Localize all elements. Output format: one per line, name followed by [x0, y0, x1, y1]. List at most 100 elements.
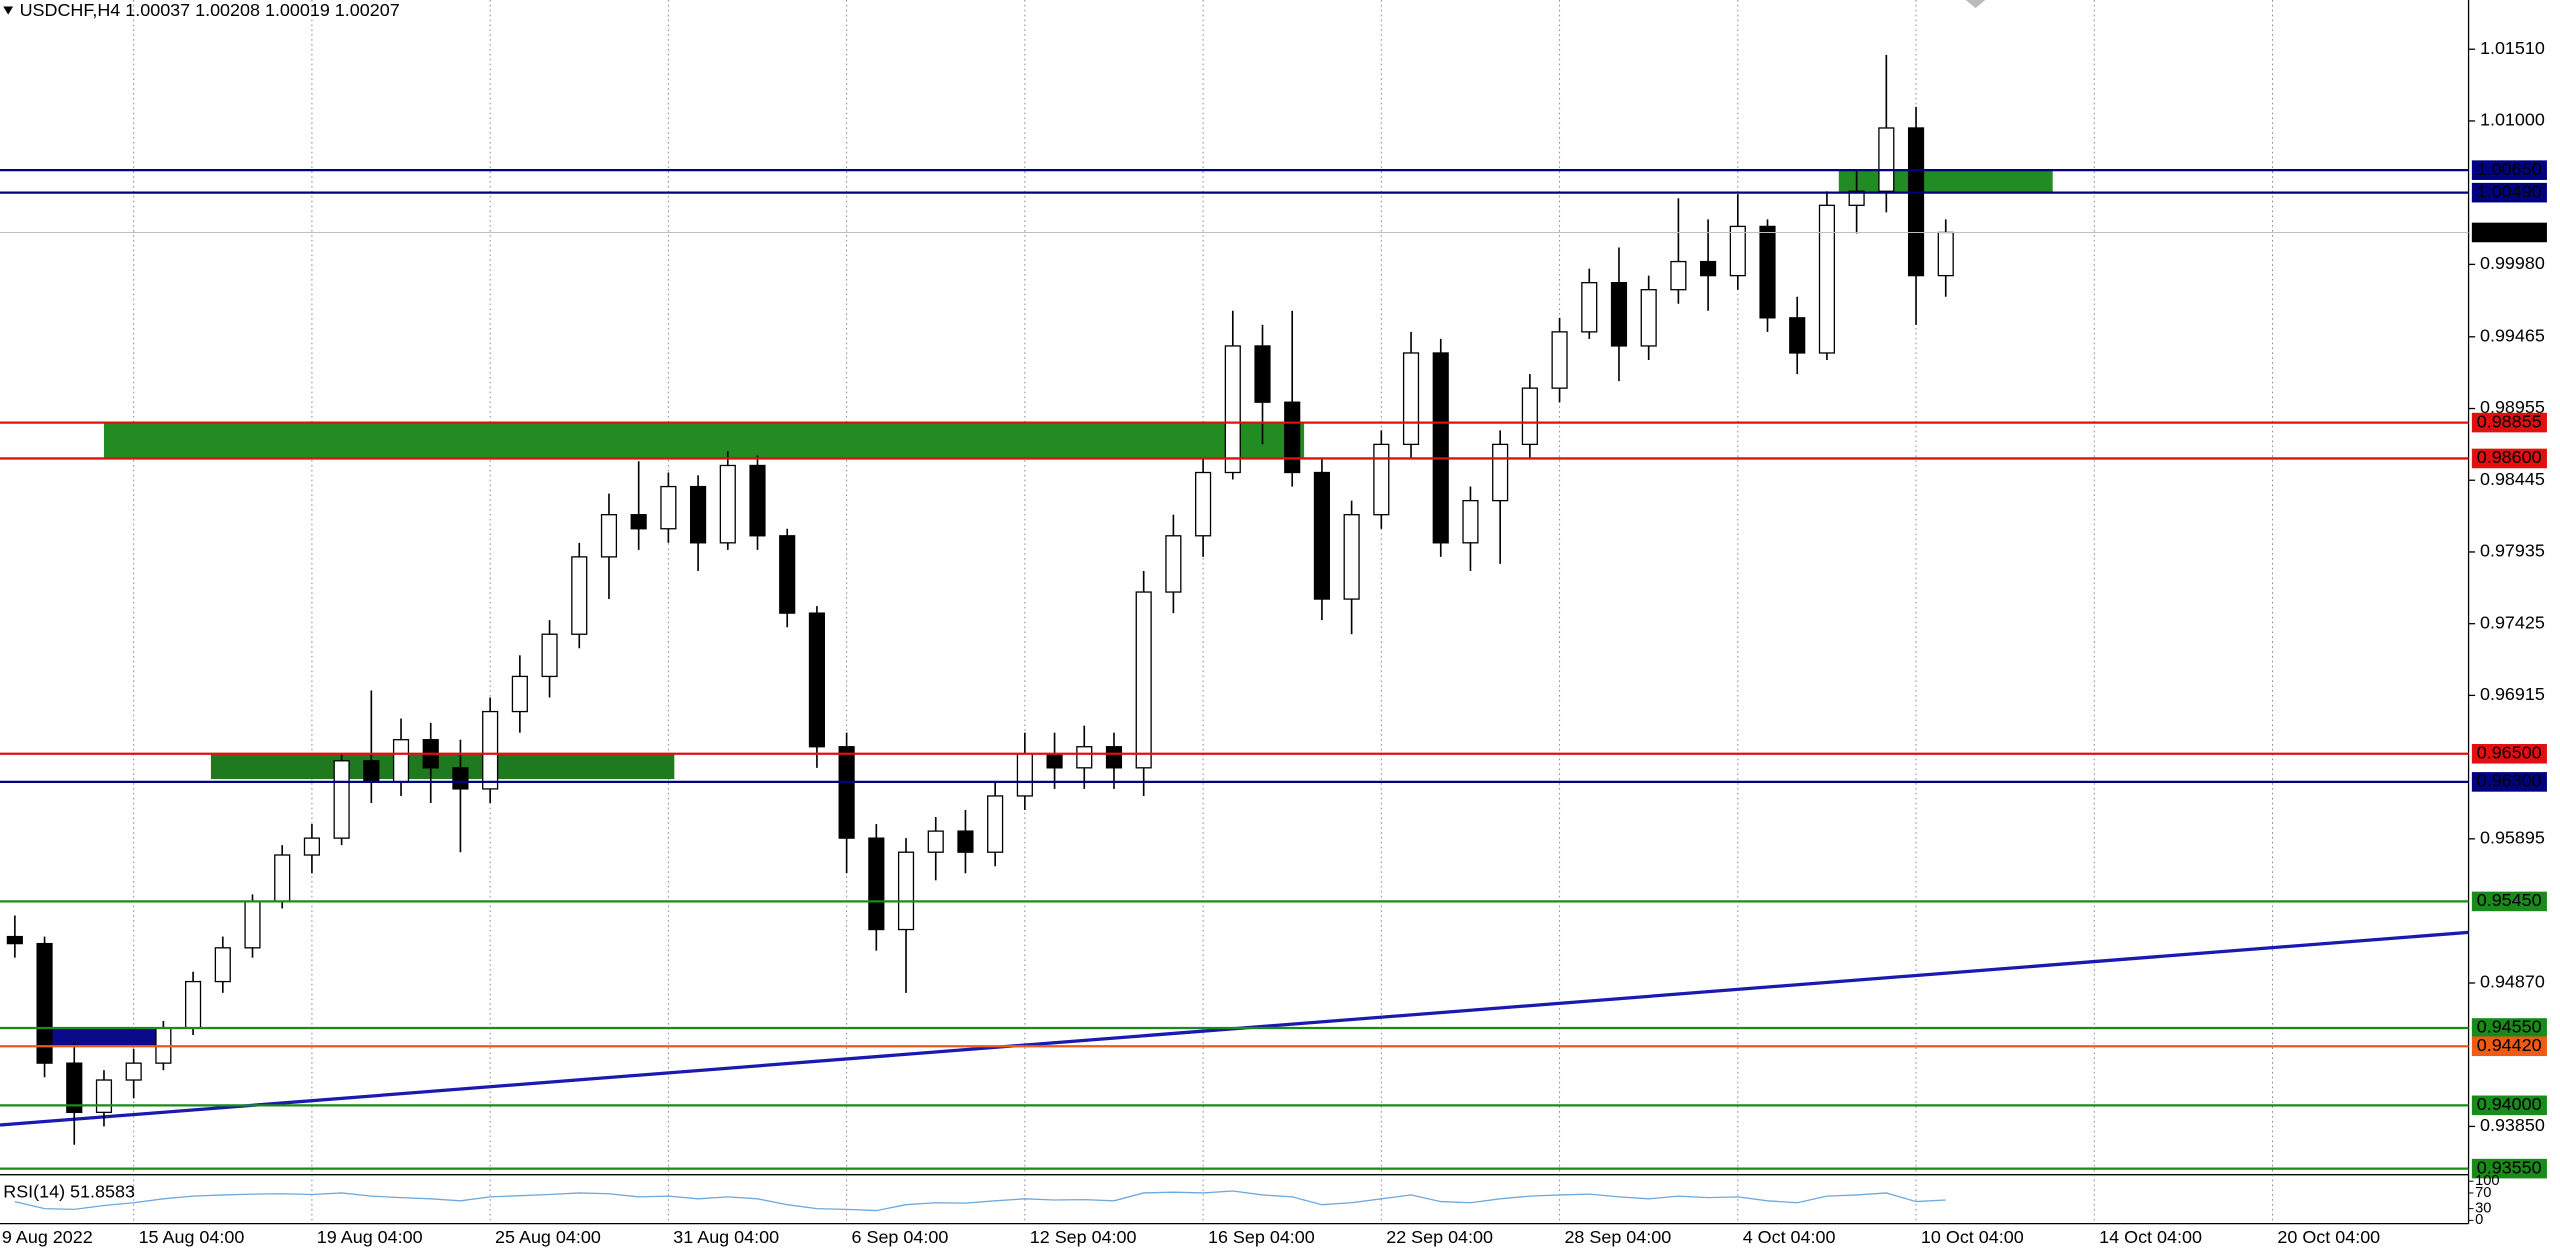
zone: [210, 753, 675, 780]
candle-body: [1284, 401, 1301, 474]
level-label-box: [2471, 743, 2547, 764]
candle-body: [897, 851, 915, 931]
candle-body: [571, 556, 588, 635]
candle-body: [1076, 746, 1093, 769]
rsi-tick-label: 0: [2475, 1212, 2483, 1228]
candle-body: [1402, 352, 1420, 446]
level-label: 1.00650: [2477, 159, 2542, 179]
candle-body: [1313, 471, 1330, 600]
candle-body: [66, 1062, 83, 1114]
candle-body: [987, 795, 1004, 853]
y-tick-label: 0.95895: [2480, 828, 2545, 848]
candle-body: [868, 837, 885, 931]
y-tick-label: 0.98445: [2480, 469, 2545, 489]
candle-body: [1432, 352, 1449, 544]
candle-body: [1046, 753, 1063, 769]
candle-body: [1016, 753, 1033, 797]
zone: [103, 422, 1305, 459]
y-tick-label: 0.93850: [2480, 1115, 2545, 1135]
rsi-tick-label: 100: [2475, 1173, 2499, 1189]
candle-body: [1878, 127, 1895, 192]
candle-body: [1818, 204, 1836, 354]
x-tick-label: 31 Aug 04:00: [673, 1227, 779, 1247]
candle-body: [1373, 443, 1390, 516]
symbol-arrow: [3, 6, 14, 15]
level-label-box: [2471, 891, 2547, 912]
y-tick-label: 0.99465: [2480, 326, 2545, 346]
level-label-box: [2471, 182, 2547, 203]
candle-body: [1343, 514, 1360, 600]
level-label-box: [2471, 1036, 2547, 1057]
level-label: 0.94550: [2477, 1017, 2542, 1037]
level-label: 0.94420: [2477, 1035, 2542, 1055]
zone: [38, 1027, 164, 1047]
axes: 9 Aug 2022 15 Aug 04:00 19 Aug 04:00 25 Aug…: [2, 38, 2547, 1247]
level-label: 0.98600: [2477, 447, 2542, 467]
candle-body: [36, 942, 53, 1064]
candle-body: [303, 837, 320, 856]
level-label: 0.98855: [2477, 411, 2542, 431]
candle-body: [1581, 282, 1598, 333]
y-tick-label: 1.01510: [2480, 38, 2545, 58]
x-tick-label: 6 Sep 04:00: [852, 1227, 949, 1247]
candle-body: [1937, 231, 1954, 277]
y-tick-label: 0.96915: [2480, 684, 2545, 704]
candle-body: [274, 854, 291, 903]
candle-body: [95, 1079, 113, 1114]
grid: [133, 0, 2274, 1224]
level-label-box: [2471, 160, 2547, 180]
candle-body: [392, 739, 410, 783]
x-tick-label: 22 Sep 04:00: [1386, 1227, 1493, 1247]
candle-body: [1165, 535, 1182, 593]
level-label-box: [2471, 772, 2547, 792]
zone: [1838, 170, 2053, 193]
x-tick-label: 25 Aug 04:00: [495, 1227, 601, 1247]
rsi-line: [14, 1190, 1946, 1212]
candle-body: [185, 980, 202, 1029]
y-tick-label: 0.98955: [2480, 397, 2545, 417]
candle-body: [1551, 331, 1568, 389]
level-label: 0.93550: [2477, 1157, 2542, 1177]
candle-body: [363, 760, 380, 783]
x-tick-label: 9 Aug 2022: [2, 1227, 93, 1247]
candle-body: [214, 947, 231, 983]
candle-body: [1224, 345, 1241, 474]
candle-body: [1105, 746, 1123, 769]
candle-body: [957, 830, 974, 853]
rsi-tick-label: 30: [2475, 1201, 2491, 1217]
x-tick-label: 16 Sep 04:00: [1208, 1227, 1315, 1247]
level-label-box: [2471, 1095, 2547, 1116]
candle-body: [1848, 190, 1865, 206]
candle-body: [927, 830, 944, 853]
candle-body: [630, 514, 647, 530]
level-label-box: [2471, 412, 2547, 433]
level-label: 1.00207: [2477, 221, 2542, 241]
candle-body: [6, 935, 23, 945]
level-label-box: [2471, 1158, 2547, 1179]
level-label-box: [2471, 1018, 2547, 1038]
candle-body: [1135, 591, 1152, 769]
level-label: 0.94000: [2477, 1094, 2542, 1114]
candle-body: [1492, 443, 1509, 502]
y-tick-label: 0.99980: [2480, 253, 2545, 273]
shift-marker: [1965, 0, 1986, 9]
level-label: 0.96500: [2477, 743, 2542, 763]
candle-body: [600, 514, 618, 558]
candle-body: [511, 675, 528, 713]
x-tick-label: 19 Aug 04:00: [317, 1227, 423, 1247]
chart-title: USDCHF,H4 1.00037 1.00208 1.00019 1.0020…: [20, 0, 400, 20]
rsi-tick-label: 70: [2475, 1185, 2491, 1201]
candle-body: [1700, 260, 1717, 277]
candle-body: [1907, 127, 1925, 277]
x-tick-label: 15 Aug 04:00: [139, 1227, 245, 1247]
candle-body: [719, 464, 736, 544]
candle-body: [1640, 289, 1657, 347]
x-tick-label: 12 Sep 04:00: [1030, 1227, 1137, 1247]
x-tick-label: 4 Oct 04:00: [1743, 1227, 1836, 1247]
x-tick-label: 14 Oct 04:00: [2099, 1227, 2202, 1247]
candle-body: [452, 767, 469, 790]
candle-body: [1789, 317, 1806, 354]
